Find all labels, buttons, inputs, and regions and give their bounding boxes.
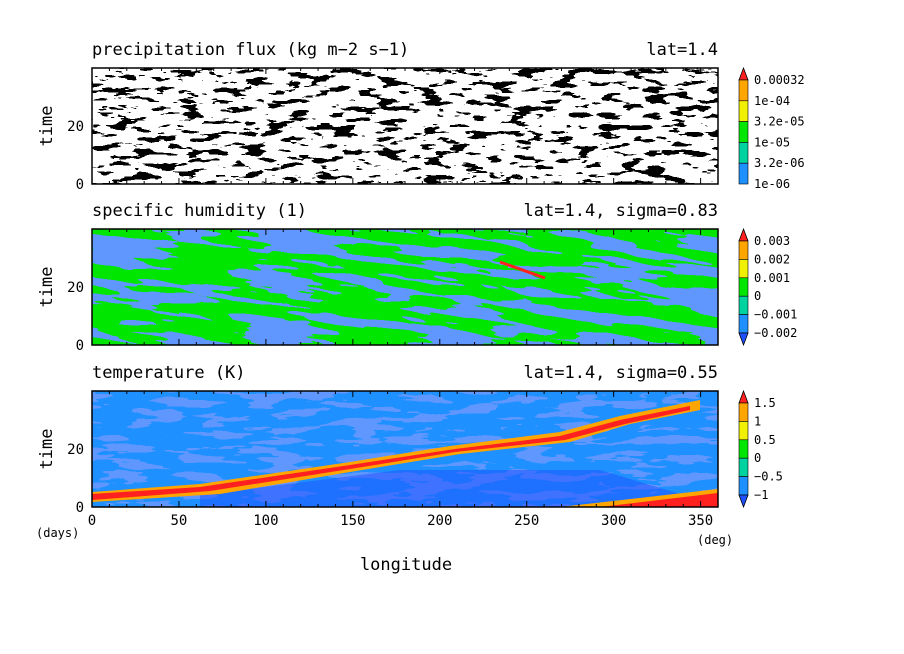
x-ticks [91, 68, 719, 184]
panel-title: precipitation flux (kg m−2 s−1) [92, 40, 409, 60]
y-tick-label: 20 [67, 442, 84, 458]
x-tick-label: 50 [171, 513, 188, 529]
colorbar-label: 1e-06 [754, 177, 790, 191]
y-axis-label: time [37, 267, 57, 308]
colorbar-label: 3.2e-05 [754, 115, 805, 129]
x-tick-label: 150 [340, 513, 365, 529]
colorbar-extend-min [738, 494, 749, 509]
x-tick-label: 250 [514, 513, 539, 529]
colorbar-label: −0.001 [754, 308, 797, 322]
colorbar-swatch [738, 142, 749, 164]
colorbar: 1e-06 3.2e-06 1e-05 3.2e-05 1e-04 0.00032 [738, 66, 805, 191]
colorbar-swatch [738, 240, 749, 260]
x-axis-left-unit: (days) [36, 526, 79, 540]
panel-subtitle: lat=1.4, sigma=0.55 [524, 363, 718, 383]
panel-subtitle: lat=1.4 [646, 40, 718, 60]
colorbar-label: 1e-05 [754, 135, 790, 149]
x-tick-label: 350 [688, 513, 713, 529]
x-tick-label: 300 [601, 513, 626, 529]
colorbar-swatch [738, 259, 749, 279]
x-tick-label: 100 [253, 513, 278, 529]
colorbar-extend-max [738, 227, 749, 242]
colorbar-label: −0.002 [754, 326, 797, 340]
colorbar-extend-min [738, 332, 749, 347]
colorbar-swatch [738, 121, 749, 143]
colorbar-label: −1 [754, 488, 768, 502]
x-axis-label: longitude [360, 555, 452, 575]
panel-specific-humidity: specific humidity (1) lat=1.4, sigma=0.8… [37, 201, 797, 354]
colorbar-swatch [738, 100, 749, 122]
x-ticks [91, 229, 719, 345]
colorbar-label: 3.2e-06 [754, 156, 805, 170]
colorbar-swatch [738, 314, 749, 334]
heatmap-field [92, 68, 718, 184]
y-axis-label: time [37, 429, 57, 470]
colorbar-swatch [738, 439, 749, 459]
colorbar-swatch [738, 277, 749, 297]
colorbar-label: 0.5 [754, 433, 776, 447]
y-axis-label: time [37, 106, 57, 147]
colorbar-label: 0.002 [754, 252, 790, 266]
colorbar-swatch [738, 295, 749, 315]
colorbar-label: 1 [754, 414, 761, 428]
colorbar-label: 0.001 [754, 271, 790, 285]
y-tick-label: 0 [76, 338, 84, 354]
colorbar-swatch [738, 476, 749, 496]
x-tick-label: 0 [88, 513, 96, 529]
x-axis-right-unit: (deg) [697, 533, 733, 547]
colorbar-label: −0.5 [754, 470, 783, 484]
x-tick-label: 200 [427, 513, 452, 529]
colorbar-label: 0 [754, 451, 761, 465]
colorbar: −0.002 −0.001 0 0.001 0.002 0.003 [738, 227, 797, 347]
y-tick-label: 20 [67, 119, 84, 135]
y-tick-label: 0 [76, 500, 84, 516]
panel-subtitle: lat=1.4, sigma=0.83 [524, 201, 718, 221]
x-tick-labels: 0 50 100 150 200 250 300 350 [88, 513, 713, 529]
panel-title: temperature (K) [92, 363, 246, 383]
colorbar-swatch [738, 402, 749, 422]
colorbar-swatch [738, 162, 749, 185]
colorbar-label: 1e-04 [754, 94, 790, 108]
colorbar-label: 1.5 [754, 396, 776, 410]
y-tick-label: 0 [76, 177, 84, 193]
colorbar-swatch [738, 421, 749, 441]
colorbar-label: 0 [754, 289, 761, 303]
y-tick-label: 20 [67, 280, 84, 296]
colorbar-swatch [738, 457, 749, 477]
heatmap-field [92, 391, 718, 507]
colorbar-label: 0.00032 [754, 73, 805, 87]
panel-precipitation: precipitation flux (kg m−2 s−1) lat=1.4 … [37, 40, 805, 193]
panel-title: specific humidity (1) [92, 201, 307, 221]
panel-temperature: temperature (K) lat=1.4, sigma=0.55 time… [37, 363, 783, 516]
colorbar-swatch [738, 79, 749, 102]
colorbar-extend-max [738, 66, 749, 81]
colorbar-label: 0.003 [754, 234, 790, 248]
colorbar-extend-max [738, 389, 749, 404]
colorbar: −1 −0.5 0 0.5 1 1.5 [738, 389, 783, 509]
x-ticks [91, 391, 719, 507]
heatmap-field [92, 229, 718, 345]
